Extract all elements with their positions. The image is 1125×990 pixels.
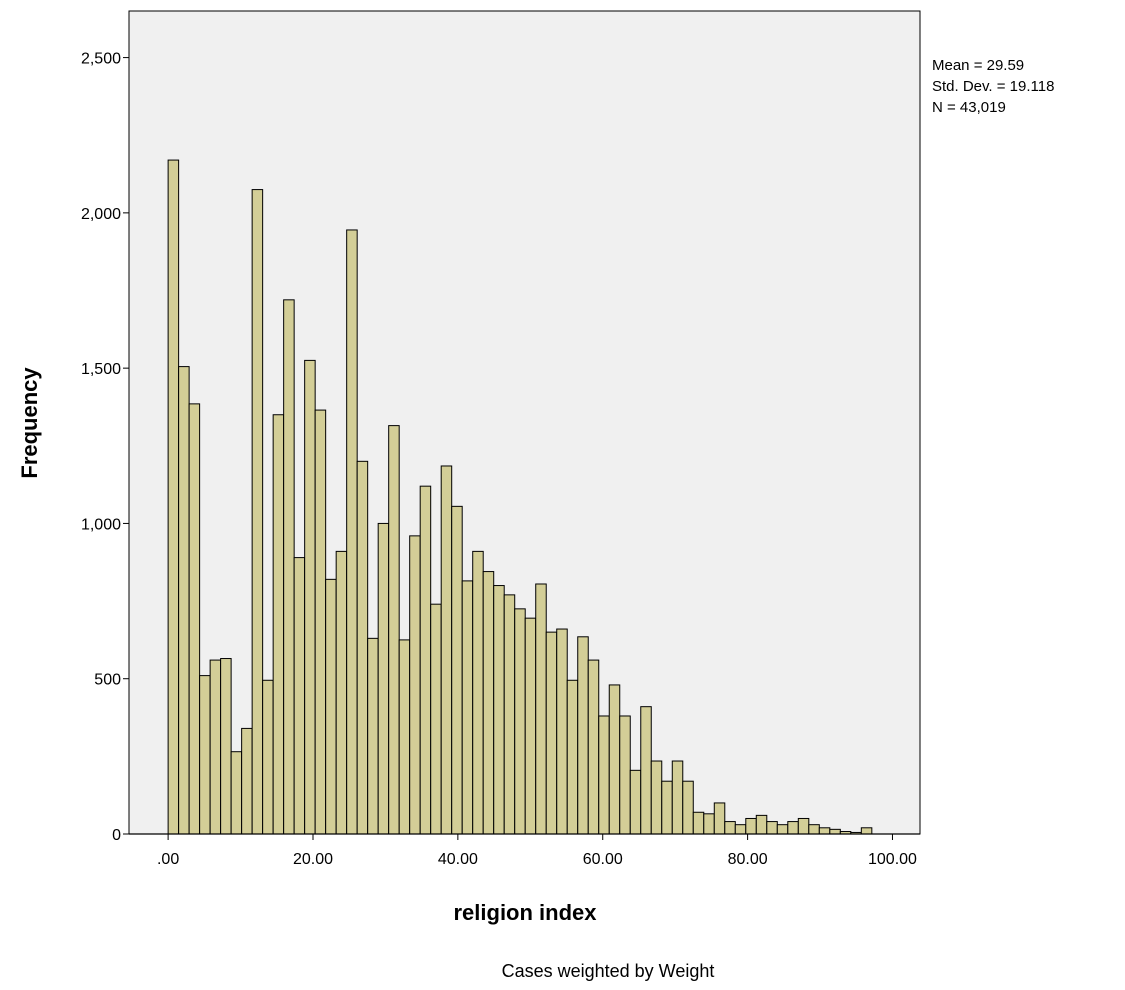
histogram-bar: [388, 425, 400, 835]
histogram-bar: [776, 824, 789, 835]
histogram-bar: [241, 727, 253, 835]
y-tick-label: 0: [112, 827, 121, 844]
histogram-bar: [314, 409, 327, 835]
histogram-bar: [682, 780, 694, 835]
histogram-bar: [650, 760, 663, 835]
stat-std-dev: Std. Dev. = 19.118: [932, 78, 1054, 95]
histogram-bar: [482, 571, 495, 835]
histogram-bar: [566, 679, 579, 835]
histogram-bar: [220, 658, 232, 835]
histogram-bar: [724, 821, 736, 835]
histogram-bar: [493, 585, 505, 835]
histogram-bar: [283, 299, 295, 835]
histogram-bar: [430, 603, 442, 835]
histogram-bar: [598, 715, 610, 835]
y-axis-title: Frequency: [17, 367, 42, 479]
x-tick-label: 80.00: [728, 851, 768, 868]
histogram-bar: [293, 557, 306, 835]
histogram-bar: [713, 802, 726, 835]
histogram-bar: [251, 189, 264, 835]
histogram-bar: [545, 631, 558, 835]
x-tick-label: 20.00: [293, 851, 333, 868]
histogram-bar: [503, 594, 516, 835]
histogram-bar: [587, 659, 600, 835]
histogram-bar: [398, 639, 411, 835]
histogram-bar: [619, 715, 631, 835]
histogram-bar: [734, 824, 747, 835]
x-axis: .00 20.00 40.00 60.00 80.00 100.00: [157, 834, 917, 868]
y-tick-label: 2,500: [81, 51, 121, 68]
x-axis-title: religion index: [453, 900, 597, 925]
histogram-bar: [419, 485, 432, 835]
histogram-bar: [167, 159, 180, 835]
histogram-bar: [514, 608, 526, 835]
histogram-bar: [356, 460, 369, 835]
histogram-bar: [577, 636, 589, 835]
histogram-bar: [524, 617, 537, 835]
y-axis: 0 500 1,000 1,500 2,000 2,500: [81, 51, 129, 844]
histogram-bar: [188, 403, 201, 835]
histogram-bar: [787, 821, 799, 835]
histogram-bar: [692, 811, 705, 835]
histogram-bar: [409, 535, 421, 835]
histogram-bar: [556, 628, 568, 835]
histogram-bar: [535, 583, 547, 835]
histogram-bar: [629, 769, 642, 835]
histogram-bar: [661, 780, 673, 835]
histogram-bar: [461, 580, 474, 835]
histogram-bar: [703, 813, 715, 835]
histogram-bar: [472, 550, 484, 835]
histogram-bar: [262, 679, 274, 835]
histogram-bar: [304, 359, 316, 835]
histogram-bar: [608, 684, 621, 835]
histogram-bar: [367, 637, 379, 835]
x-tick-label: .00: [157, 851, 179, 868]
histogram-bar: [440, 465, 453, 835]
histogram-bar: [640, 706, 652, 835]
weight-footnote: Cases weighted by Weight: [502, 961, 715, 981]
histogram-bar: [178, 366, 190, 835]
x-tick-label: 60.00: [583, 851, 623, 868]
histogram-bar: [272, 414, 285, 835]
histogram-bar: [671, 760, 684, 835]
histogram-bar: [860, 827, 873, 835]
histogram-bar: [199, 675, 211, 835]
y-tick-label: 2,000: [81, 206, 121, 223]
y-tick-label: 1,000: [81, 516, 121, 533]
y-tick-label: 500: [94, 672, 121, 689]
histogram-bar: [818, 827, 831, 835]
histogram-bar: [755, 814, 768, 835]
stat-n: N = 43,019: [932, 99, 1006, 116]
histogram-bar: [766, 821, 778, 835]
x-tick-label: 40.00: [438, 851, 478, 868]
histogram-bar: [325, 578, 337, 835]
histogram-bar: [451, 505, 463, 835]
histogram-bar: [377, 522, 390, 835]
y-tick-label: 1,500: [81, 361, 121, 378]
histogram-bar: [808, 824, 820, 835]
histogram-bar: [745, 817, 757, 835]
x-tick-label: 100.00: [868, 851, 917, 868]
histogram-bar: [346, 229, 358, 835]
histogram-bar: [230, 751, 243, 835]
histogram-bar: [797, 817, 810, 835]
stat-mean: Mean = 29.59: [932, 57, 1024, 74]
histogram-bars: [129, 159, 920, 835]
histogram-bar: [335, 550, 348, 835]
histogram-bar: [209, 659, 222, 835]
statistics-box: Mean = 29.59 Std. Dev. = 19.118 N = 43,0…: [932, 57, 1054, 116]
histogram-bar: [829, 828, 841, 835]
